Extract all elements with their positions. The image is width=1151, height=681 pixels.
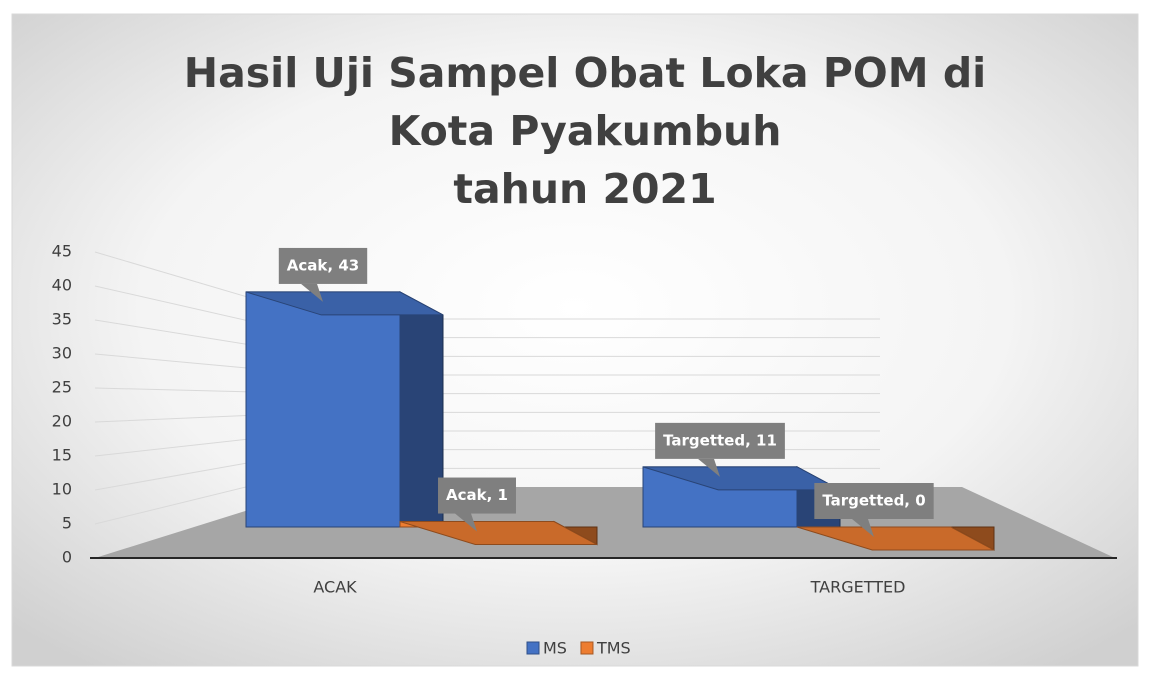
data-label-text: Targetted, 0 — [822, 492, 925, 510]
bar — [399, 520, 598, 546]
legend-label: MS — [543, 639, 567, 658]
bar — [245, 291, 444, 528]
chart-title: Hasil Uji Sampel Obat Loka POM di Kota P… — [183, 49, 987, 213]
y-tick-label: 20 — [52, 412, 72, 431]
data-label-pointer — [698, 458, 720, 477]
bar — [642, 466, 841, 528]
y-tick-label: 40 — [52, 276, 72, 295]
y-tick-label: 25 — [52, 378, 72, 397]
data-label: Targetted, 11 — [655, 422, 785, 477]
data-label: Acak, 1 — [438, 477, 516, 532]
bar-front — [245, 291, 401, 528]
legend-swatch — [526, 641, 540, 655]
y-tick-label: 15 — [52, 446, 72, 465]
data-label-pointer — [455, 513, 477, 532]
legend-swatch — [580, 641, 594, 655]
data-label: Targetted, 0 — [814, 483, 934, 537]
y-tick-label: 10 — [52, 480, 72, 499]
bar-top — [796, 526, 995, 551]
x-tick-label: ACAK — [313, 578, 357, 597]
y-tick-label: 45 — [52, 242, 72, 261]
bar-top — [399, 521, 598, 546]
bar — [796, 526, 995, 551]
bar-top — [245, 291, 444, 316]
bar-side — [399, 291, 444, 528]
y-tick-label: 30 — [52, 344, 72, 363]
data-label-box — [278, 247, 368, 284]
data-label-box — [814, 483, 934, 519]
y-tick-label: 35 — [52, 310, 72, 329]
data-label-text: Acak, 43 — [287, 256, 359, 274]
data-label-pointer — [301, 283, 323, 302]
x-tick-label: TARGETTED — [810, 578, 906, 597]
data-label: Acak, 43 — [278, 247, 368, 302]
y-tick-label: 5 — [62, 514, 72, 533]
data-label-text: Targetted, 11 — [663, 431, 777, 449]
data-label-box — [438, 477, 516, 514]
y-tick-label: 0 — [62, 548, 72, 567]
data-label-text: Acak, 1 — [446, 486, 508, 504]
data-label-pointer — [852, 519, 874, 537]
data-label-box — [655, 422, 785, 459]
legend-label: TMS — [596, 639, 631, 658]
